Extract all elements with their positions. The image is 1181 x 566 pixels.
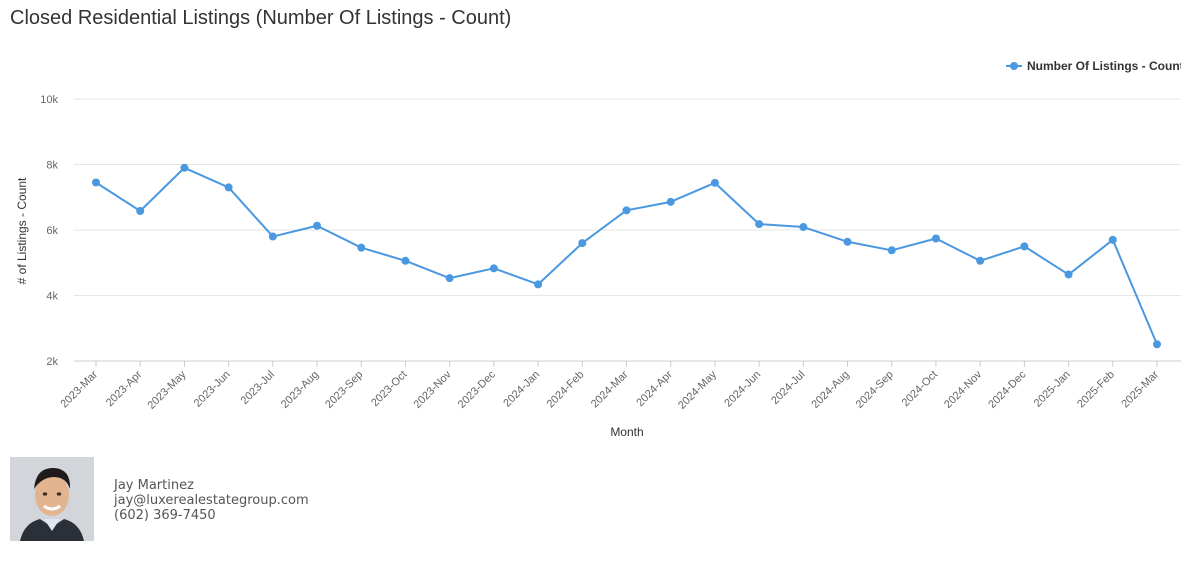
y-axis-label: # of Listings - Count (15, 177, 29, 284)
data-point[interactable] (224, 183, 233, 192)
data-point[interactable] (887, 246, 896, 255)
x-tick-label: 2024-Mar (589, 368, 631, 410)
data-point[interactable] (92, 178, 100, 187)
grid-lines (74, 98, 1181, 362)
data-point[interactable] (1153, 340, 1161, 349)
x-tick-label: 2024-Nov (942, 368, 985, 411)
y-axis-ticks: 2k 4k 6k 8k 10k (40, 94, 58, 368)
series-layer (92, 163, 1161, 349)
series-line (95, 166, 1158, 345)
data-point[interactable] (931, 234, 940, 243)
agent-name: Jay Martinez (114, 478, 194, 493)
x-tick-label: 2023-Sep (323, 369, 365, 411)
x-tick-label: 2024-Jul (769, 369, 807, 407)
chart-title: Closed Residential Listings (Number Of L… (10, 7, 512, 29)
x-tick-label: 2025-Feb (1075, 369, 1117, 411)
x-tick-label: 2023-Nov (412, 368, 455, 411)
x-tick-label: 2023-Aug (279, 369, 321, 411)
data-point[interactable] (268, 232, 277, 241)
x-tick-label: 2023-Jul (239, 369, 277, 407)
x-tick-label: 2023-Mar (58, 368, 100, 410)
x-tick-label: 2023-May (145, 368, 188, 411)
data-point[interactable] (755, 220, 764, 229)
data-point[interactable] (401, 256, 410, 265)
x-tick-label: 2024-Sep (854, 369, 896, 411)
data-point[interactable] (1108, 235, 1117, 244)
x-tick-label: 2023-Apr (104, 368, 145, 409)
data-point[interactable] (799, 223, 808, 232)
x-tick-label: 2024-Oct (900, 369, 940, 409)
data-point[interactable] (843, 237, 852, 246)
data-point[interactable] (578, 239, 587, 248)
data-point[interactable] (622, 206, 631, 215)
legend-label: Number Of Listings - Count (1027, 59, 1181, 73)
y-tick-label: 10k (40, 94, 58, 106)
agent-contact: Jay Martinez jay@luxerealestategroup.com… (114, 478, 309, 523)
legend-marker-icon (1010, 62, 1018, 70)
data-point[interactable] (313, 221, 322, 230)
x-tick-label: 2024-Feb (545, 369, 587, 411)
agent-avatar (10, 457, 94, 541)
data-point[interactable] (976, 256, 985, 265)
data-point[interactable] (1020, 242, 1029, 251)
x-tick-label: 2023-Jun (192, 369, 233, 410)
data-point[interactable] (710, 178, 719, 187)
agent-email[interactable]: jay@luxerealestategroup.com (114, 493, 309, 508)
x-axis-label: Month (610, 425, 643, 439)
y-tick-label: 4k (46, 291, 58, 303)
y-tick-label: 2k (46, 356, 58, 368)
data-point[interactable] (534, 280, 543, 289)
x-tick-label: 2024-Dec (986, 368, 1029, 411)
x-tick-label: 2024-May (676, 368, 719, 411)
data-point[interactable] (445, 274, 454, 283)
x-tick-label: 2024-Apr (634, 368, 675, 409)
x-tick-label: 2025-Mar (1119, 368, 1161, 410)
data-point[interactable] (666, 197, 675, 206)
x-tick-label: 2025-Jan (1032, 369, 1073, 410)
data-point[interactable] (180, 163, 189, 172)
data-point[interactable] (1064, 270, 1073, 279)
data-point[interactable] (136, 207, 145, 216)
x-axis-ticks: 2023-Mar 2023-Apr 2023-May 2023-Jun 2023-Jul… (58, 361, 1161, 412)
data-point[interactable] (489, 264, 498, 273)
agent-phone[interactable]: (602) 369-7450 (114, 508, 216, 523)
legend[interactable]: Number Of Listings - Count (1006, 59, 1181, 73)
x-tick-label: 2024-Aug (809, 369, 851, 411)
x-tick-label: 2023-Oct (369, 369, 409, 409)
data-point[interactable] (357, 243, 366, 252)
avatar-portrait-icon (10, 457, 94, 541)
y-tick-label: 8k (46, 160, 58, 172)
x-tick-label: 2024-Jan (501, 369, 542, 410)
x-tick-label: 2024-Jun (722, 369, 763, 410)
x-tick-label: 2023-Dec (456, 368, 499, 411)
y-tick-label: 6k (46, 225, 58, 237)
